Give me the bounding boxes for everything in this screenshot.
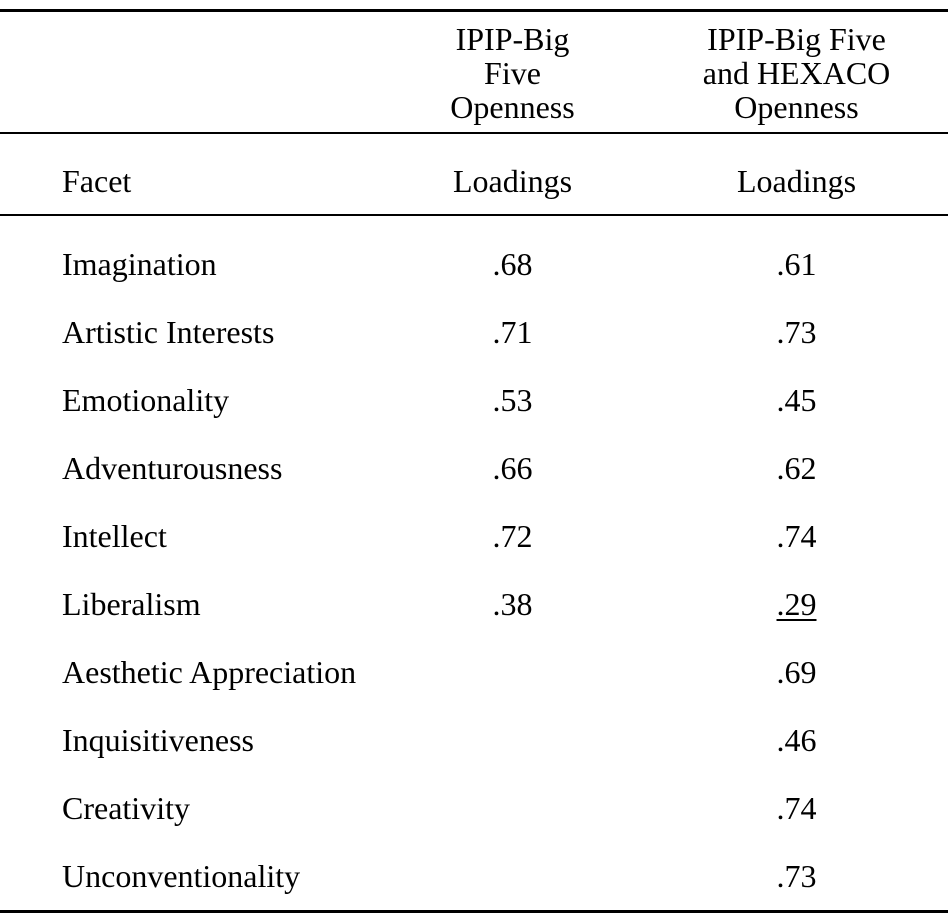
header-ipip-hexaco-openness: IPIP-Big Five and HEXACO Openness — [645, 10, 948, 134]
facet-cell: Liberalism — [62, 586, 201, 622]
loading-ipip-cell — [380, 706, 645, 774]
table-subheader-row: Facet Loadings Loadings — [0, 133, 948, 216]
header-ipip-big-five-openness: IPIP-Big Five Openness — [380, 10, 645, 134]
table-row: Imagination .68 .61 — [0, 215, 948, 298]
table-row: Adventurousness .66 .62 — [0, 434, 948, 502]
facet-cell: Aesthetic Appreciation — [62, 654, 357, 690]
loading-combined-cell: .46 — [645, 706, 948, 774]
loading-combined-cell: .74 — [645, 502, 948, 570]
loading-ipip-cell: .66 — [492, 450, 533, 486]
loading-ipip-cell: .72 — [492, 518, 533, 554]
loading-value: .69 — [776, 654, 817, 690]
facet-cell: Creativity — [62, 790, 190, 826]
loading-combined-cell: .73 — [645, 842, 948, 912]
loading-ipip-cell: .53 — [492, 382, 533, 418]
subheader-loadings-ipip-label: Loadings — [380, 133, 645, 216]
loading-combined-cell: .29 — [645, 570, 948, 638]
facet-cell: Intellect — [62, 518, 167, 554]
facet-cell: Emotionality — [62, 382, 230, 418]
loading-ipip-cell: .71 — [492, 314, 533, 350]
facet-cell: Inquisitiveness — [62, 722, 254, 758]
loading-combined-cell: .69 — [645, 638, 948, 706]
table-row: Unconventionality .73 — [0, 842, 948, 912]
loading-value: .45 — [776, 382, 817, 418]
header-ipip-hexaco-openness-label: IPIP-Big Five and HEXACO Openness — [702, 21, 891, 125]
loading-combined-cell: .74 — [645, 774, 948, 842]
loading-combined-cell: .45 — [645, 366, 948, 434]
loading-combined-cell: .73 — [645, 298, 948, 366]
table-row: Creativity .74 — [0, 774, 948, 842]
loading-combined-cell: .62 — [645, 434, 948, 502]
loading-ipip-cell — [380, 842, 645, 912]
loading-value: .46 — [776, 722, 817, 758]
loading-ipip-cell — [380, 774, 645, 842]
facet-cell: Imagination — [62, 246, 217, 282]
table-head: IPIP-Big Five Openness IPIP-Big Five and… — [0, 10, 948, 216]
table-row: Intellect .72 .74 — [0, 502, 948, 570]
loading-combined-cell: .61 — [645, 215, 948, 298]
table-row: Liberalism .38 .29 — [0, 570, 948, 638]
subheader-loadings-combined-label: Loadings — [645, 133, 948, 216]
loading-ipip-cell — [380, 638, 645, 706]
table-row: Aesthetic Appreciation .69 — [0, 638, 948, 706]
table-row: Inquisitiveness .46 — [0, 706, 948, 774]
factor-loadings-table: IPIP-Big Five Openness IPIP-Big Five and… — [0, 9, 948, 913]
subheader-facet-label: Facet — [0, 133, 380, 216]
facet-cell: Artistic Interests — [62, 314, 275, 350]
header-ipip-big-five-openness-label: IPIP-Big Five Openness — [450, 21, 575, 125]
table-row: Artistic Interests .71 .73 — [0, 298, 948, 366]
loading-ipip-cell: .38 — [492, 586, 533, 622]
facet-cell: Adventurousness — [62, 450, 283, 486]
loading-value: .29 — [776, 586, 817, 622]
loading-value: .73 — [776, 314, 817, 350]
loading-value: .74 — [776, 518, 817, 554]
loading-value: .61 — [776, 246, 817, 282]
loading-value: .74 — [776, 790, 817, 826]
table-body: Imagination .68 .61 Artistic Interests .71 .7… — [0, 215, 948, 912]
loading-ipip-cell: .68 — [492, 246, 533, 282]
table-header-row: IPIP-Big Five Openness IPIP-Big Five and… — [0, 10, 948, 134]
loading-value: .73 — [776, 858, 817, 894]
loading-value: .62 — [776, 450, 817, 486]
header-facet-spacer — [0, 10, 380, 134]
table-row: Emotionality .53 .45 — [0, 366, 948, 434]
facet-cell: Unconventionality — [62, 858, 301, 894]
